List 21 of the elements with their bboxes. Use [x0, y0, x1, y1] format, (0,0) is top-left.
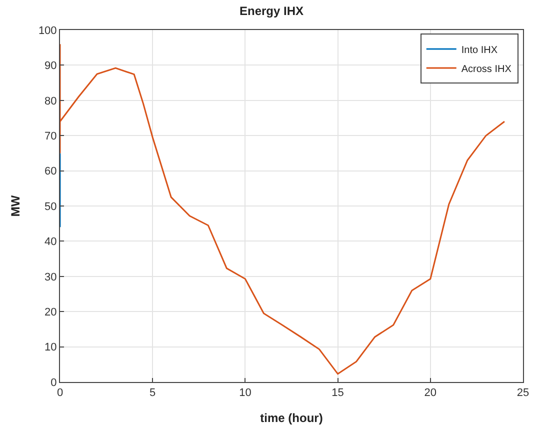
y-tick-label: 10	[44, 342, 57, 354]
y-tick-label: 90	[44, 60, 57, 72]
y-tick-label: 30	[44, 271, 57, 284]
y-tick-label: 60	[44, 166, 57, 178]
chart-title: Energy IHX	[239, 4, 304, 18]
legend-label: Across IHX	[461, 64, 512, 75]
x-tick-label: 5	[150, 387, 156, 400]
y-tick-label: 20	[44, 306, 57, 318]
y-tick-label: 100	[38, 24, 57, 37]
x-tick-label: 20	[424, 387, 437, 400]
legend-label: Into IHX	[461, 44, 498, 56]
x-tick-label: 25	[516, 387, 530, 400]
y-tick-label: 50	[44, 200, 57, 213]
y-tick-label: 40	[44, 236, 57, 248]
y-axis-title: MW	[8, 194, 23, 217]
x-tick-label: 10	[239, 387, 252, 400]
y-tick-label: 70	[44, 130, 57, 142]
x-tick-label: 15	[332, 387, 344, 400]
y-tick-label: 0	[50, 376, 57, 389]
y-tick-label: 80	[44, 95, 57, 108]
x-axis-title: time (hour)	[260, 411, 323, 426]
